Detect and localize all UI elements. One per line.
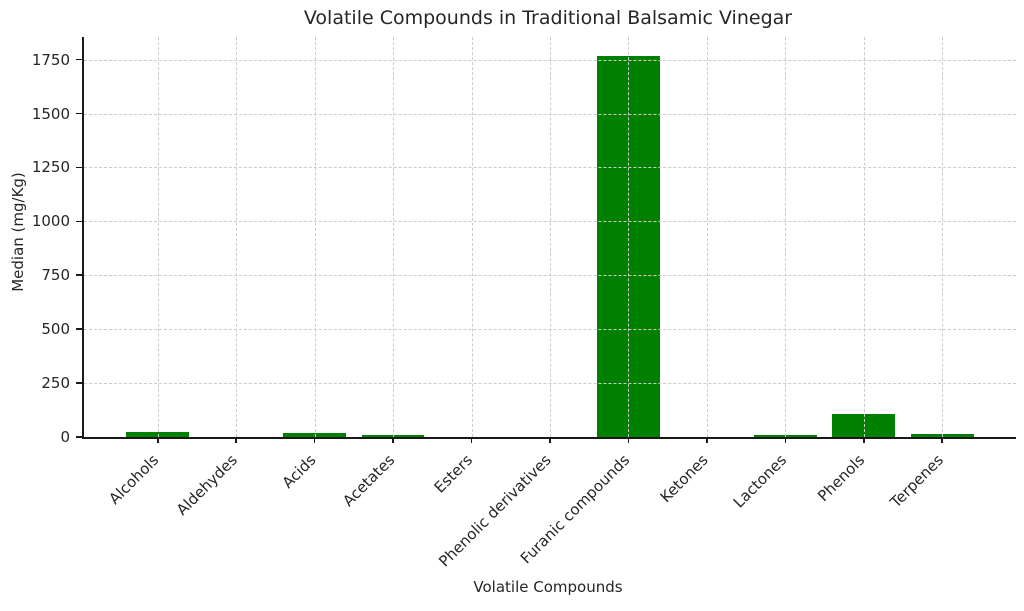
y-tick-mark	[76, 166, 82, 169]
x-tick-label: Aldehydes	[172, 451, 241, 519]
bar-acetates	[361, 434, 425, 437]
vertical-gridline	[550, 37, 551, 437]
y-tick-mark	[76, 220, 82, 223]
horizontal-gridline	[84, 329, 1016, 331]
x-tick-label: Alcohols	[105, 451, 163, 508]
y-tick-mark	[76, 58, 82, 61]
horizontal-gridline	[84, 275, 1016, 277]
x-tick-label: Acids	[278, 451, 320, 492]
x-tick-mark	[863, 439, 865, 443]
x-tick-label: Phenols	[814, 451, 869, 506]
x-tick-mark	[706, 439, 708, 443]
vertical-gridline	[157, 37, 159, 437]
vertical-gridline	[628, 37, 630, 437]
vertical-gridline	[785, 37, 787, 437]
y-tick-label: 1250	[31, 158, 70, 177]
horizontal-gridline	[84, 383, 1016, 385]
y-tick-label: 250	[41, 374, 70, 393]
x-tick-mark	[627, 439, 630, 443]
x-tick-mark	[549, 439, 551, 443]
x-tick-label: Acetates	[338, 451, 398, 511]
y-tick-label: 0	[60, 428, 70, 446]
x-tick-label: Esters	[430, 451, 477, 497]
vertical-gridline	[471, 37, 473, 437]
y-tick-mark	[76, 112, 82, 115]
x-tick-mark	[392, 439, 394, 443]
y-tick-label: 1750	[31, 50, 70, 69]
chart-title: Volatile Compounds in Traditional Balsam…	[303, 7, 793, 29]
y-tick-mark	[76, 274, 82, 277]
horizontal-gridline	[84, 59, 1016, 61]
x-tick-mark	[784, 439, 787, 443]
vertical-gridline	[863, 37, 865, 437]
vertical-gridline	[393, 37, 395, 437]
y-tick-label: 1000	[31, 212, 70, 231]
horizontal-gridline	[84, 113, 1016, 115]
vertical-gridline	[314, 37, 316, 437]
y-tick-label: 500	[41, 320, 70, 339]
y-tick-mark	[76, 436, 82, 438]
x-tick-label: Lactones	[729, 451, 791, 512]
x-tick-mark	[235, 439, 237, 443]
plot-area	[76, 37, 1016, 443]
y-tick-mark	[76, 328, 82, 330]
x-tick-label: Terpenes	[886, 451, 947, 512]
x-tick-mark	[156, 439, 159, 443]
x-tick-mark	[470, 439, 473, 443]
vertical-gridline	[706, 37, 708, 437]
vertical-gridline	[236, 37, 238, 437]
horizontal-gridline	[84, 167, 1016, 169]
x-tick-mark	[313, 439, 316, 443]
x-tick-label: Ketones	[656, 451, 712, 507]
x-axis-label: Volatile Compounds	[473, 578, 623, 596]
y-tick-label: 750	[41, 266, 70, 285]
vertical-gridline	[942, 37, 944, 437]
y-tick-mark	[76, 382, 82, 384]
x-tick-mark	[941, 439, 944, 443]
horizontal-gridline	[84, 221, 1016, 223]
y-tick-label: 1500	[31, 104, 70, 123]
